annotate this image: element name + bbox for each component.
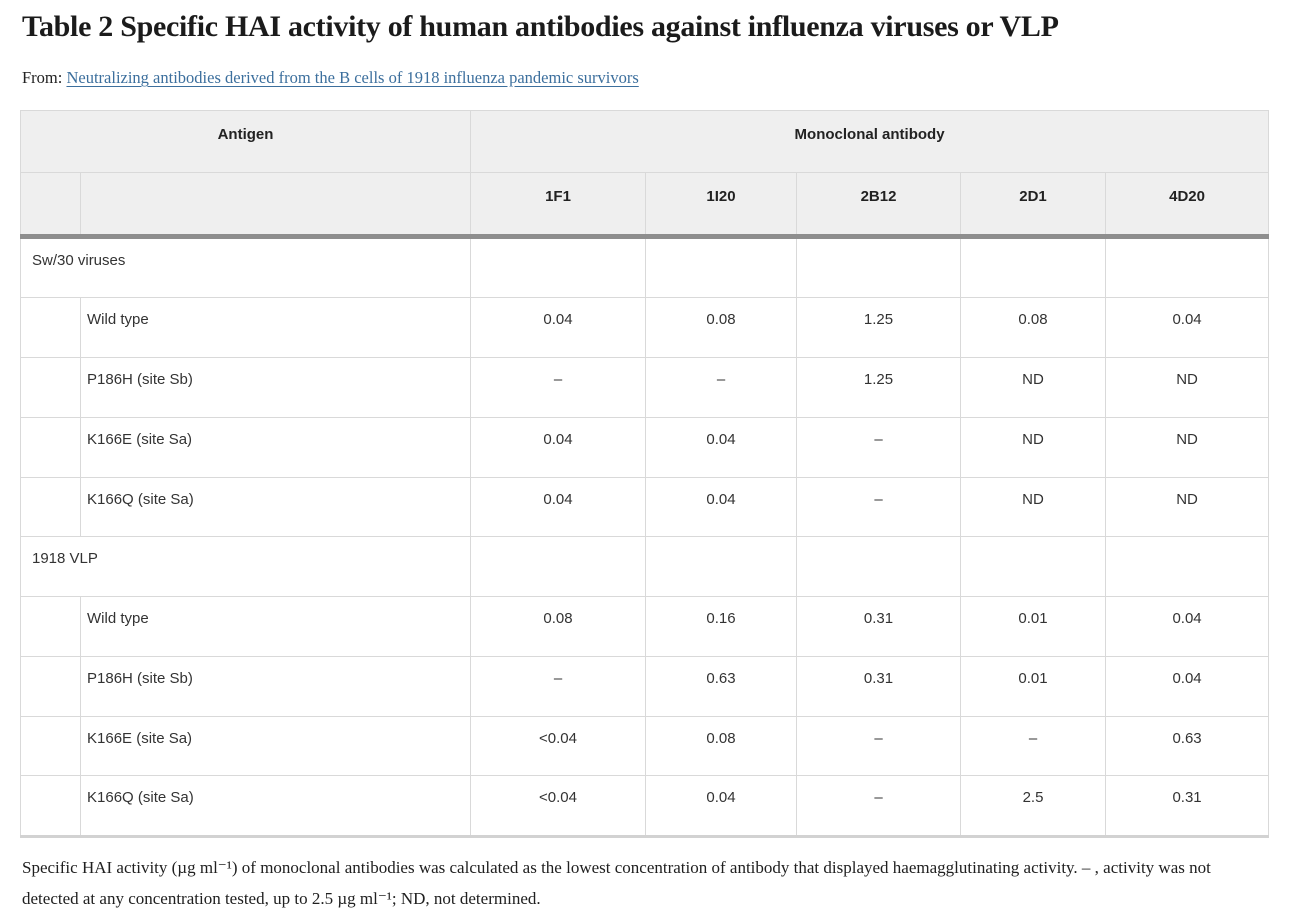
indent-cell xyxy=(20,357,81,418)
column-header-2b12: 2B12 xyxy=(796,171,962,239)
group-row: Sw/30 viruses xyxy=(19,235,1270,299)
indent-cell xyxy=(20,775,81,838)
value-cell: 0.16 xyxy=(645,596,798,657)
value-cell: ND xyxy=(960,476,1107,538)
empty-header-cell xyxy=(79,171,472,239)
value-cell: 0.08 xyxy=(960,297,1107,358)
header-row-antibodies: 1F1 1I20 2B12 2D1 4D20 xyxy=(20,171,1270,239)
value-cell: 0.04 xyxy=(645,416,798,478)
antigen-label-cell: Wild type xyxy=(79,297,472,358)
table-row: P186H (site Sb) – 0.63 0.31 0.01 0.04 xyxy=(20,655,1270,717)
empty-cell xyxy=(796,536,962,597)
value-cell: – xyxy=(645,357,798,418)
column-header-4d20: 4D20 xyxy=(1105,171,1270,239)
indent-cell xyxy=(20,596,81,657)
value-cell: ND xyxy=(960,416,1107,478)
table-footnote: Specific HAI activity (µg ml⁻¹) of monoc… xyxy=(22,858,1211,908)
empty-cell xyxy=(960,536,1107,597)
empty-cell xyxy=(960,235,1107,299)
value-cell: – xyxy=(960,715,1107,777)
antigen-label-cell: K166Q (site Sa) xyxy=(79,775,472,838)
value-cell: 0.31 xyxy=(796,596,962,657)
value-cell: 0.04 xyxy=(645,775,798,838)
table-row: K166E (site Sa) <0.04 0.08 – – 0.63 xyxy=(20,715,1270,777)
value-cell: <0.04 xyxy=(470,715,647,777)
table-row: P186H (site Sb) – – 1.25 ND ND xyxy=(20,357,1270,418)
value-cell: 0.04 xyxy=(470,476,647,538)
value-cell: 2.5 xyxy=(960,775,1107,838)
value-cell: ND xyxy=(960,357,1107,418)
value-cell: – xyxy=(796,715,962,777)
indent-cell xyxy=(20,476,81,538)
value-cell: 0.08 xyxy=(645,715,798,777)
group-label-cell: Sw/30 viruses xyxy=(19,235,472,299)
value-cell: 0.01 xyxy=(960,596,1107,657)
empty-cell xyxy=(470,536,647,597)
empty-cell xyxy=(796,235,962,299)
value-cell: 0.04 xyxy=(645,476,798,538)
antigen-label-cell: K166Q (site Sa) xyxy=(79,476,472,538)
monoclonal-antibody-header: Monoclonal antibody xyxy=(470,110,1270,173)
value-cell: – xyxy=(796,476,962,538)
value-cell: 0.63 xyxy=(645,655,798,717)
source-line: From: Neutralizing antibodies derived fr… xyxy=(22,68,1267,88)
value-cell: 0.31 xyxy=(1105,775,1270,838)
value-cell: 0.04 xyxy=(470,416,647,478)
group-row: 1918 VLP xyxy=(19,536,1270,597)
antigen-header: Antigen xyxy=(19,110,472,173)
table-row: Wild type 0.08 0.16 0.31 0.01 0.04 xyxy=(20,596,1270,657)
value-cell: ND xyxy=(1105,357,1270,418)
column-header-2d1: 2D1 xyxy=(960,171,1107,239)
value-cell: 0.08 xyxy=(470,596,647,657)
value-cell: – xyxy=(470,655,647,717)
empty-cell xyxy=(645,536,798,597)
indent-cell xyxy=(20,715,81,777)
empty-cell xyxy=(645,235,798,299)
header-row-groups: Antigen Monoclonal antibody xyxy=(19,110,1270,173)
table-row: K166Q (site Sa) 0.04 0.04 – ND ND xyxy=(20,476,1270,538)
from-label: From: xyxy=(22,68,63,87)
value-cell: – xyxy=(470,357,647,418)
source-article-link[interactable]: Neutralizing antibodies derived from the… xyxy=(66,68,639,87)
value-cell: 0.04 xyxy=(470,297,647,358)
empty-cell xyxy=(1105,235,1270,299)
empty-cell xyxy=(470,235,647,299)
antigen-label-cell: K166E (site Sa) xyxy=(79,416,472,478)
page-title: Table 2 Specific HAI activity of human a… xyxy=(22,10,1059,43)
indent-cell xyxy=(20,416,81,478)
value-cell: 0.04 xyxy=(1105,596,1270,657)
indent-cell xyxy=(20,655,81,717)
hai-activity-table: Antigen Monoclonal antibody 1F1 1I20 2B1… xyxy=(19,110,1270,838)
value-cell: <0.04 xyxy=(470,775,647,838)
empty-cell xyxy=(1105,536,1270,597)
value-cell: – xyxy=(796,416,962,478)
value-cell: – xyxy=(796,775,962,838)
antigen-label-cell: Wild type xyxy=(79,596,472,657)
value-cell: 0.01 xyxy=(960,655,1107,717)
value-cell: ND xyxy=(1105,476,1270,538)
value-cell: 1.25 xyxy=(796,297,962,358)
antigen-label-cell: P186H (site Sb) xyxy=(79,357,472,418)
value-cell: ND xyxy=(1105,416,1270,478)
column-header-1i20: 1I20 xyxy=(645,171,798,239)
value-cell: 0.04 xyxy=(1105,655,1270,717)
indent-cell xyxy=(20,297,81,358)
table-row: K166Q (site Sa) <0.04 0.04 – 2.5 0.31 xyxy=(20,775,1270,838)
value-cell: 0.31 xyxy=(796,655,962,717)
antigen-label-cell: P186H (site Sb) xyxy=(79,655,472,717)
table-row: K166E (site Sa) 0.04 0.04 – ND ND xyxy=(20,416,1270,478)
table-row: Wild type 0.04 0.08 1.25 0.08 0.04 xyxy=(20,297,1270,358)
value-cell: 0.08 xyxy=(645,297,798,358)
group-label-cell: 1918 VLP xyxy=(19,536,472,597)
column-header-1f1: 1F1 xyxy=(470,171,647,239)
value-cell: 0.63 xyxy=(1105,715,1270,777)
value-cell: 1.25 xyxy=(796,357,962,418)
empty-header-cell xyxy=(20,171,81,239)
antigen-label-cell: K166E (site Sa) xyxy=(79,715,472,777)
value-cell: 0.04 xyxy=(1105,297,1270,358)
